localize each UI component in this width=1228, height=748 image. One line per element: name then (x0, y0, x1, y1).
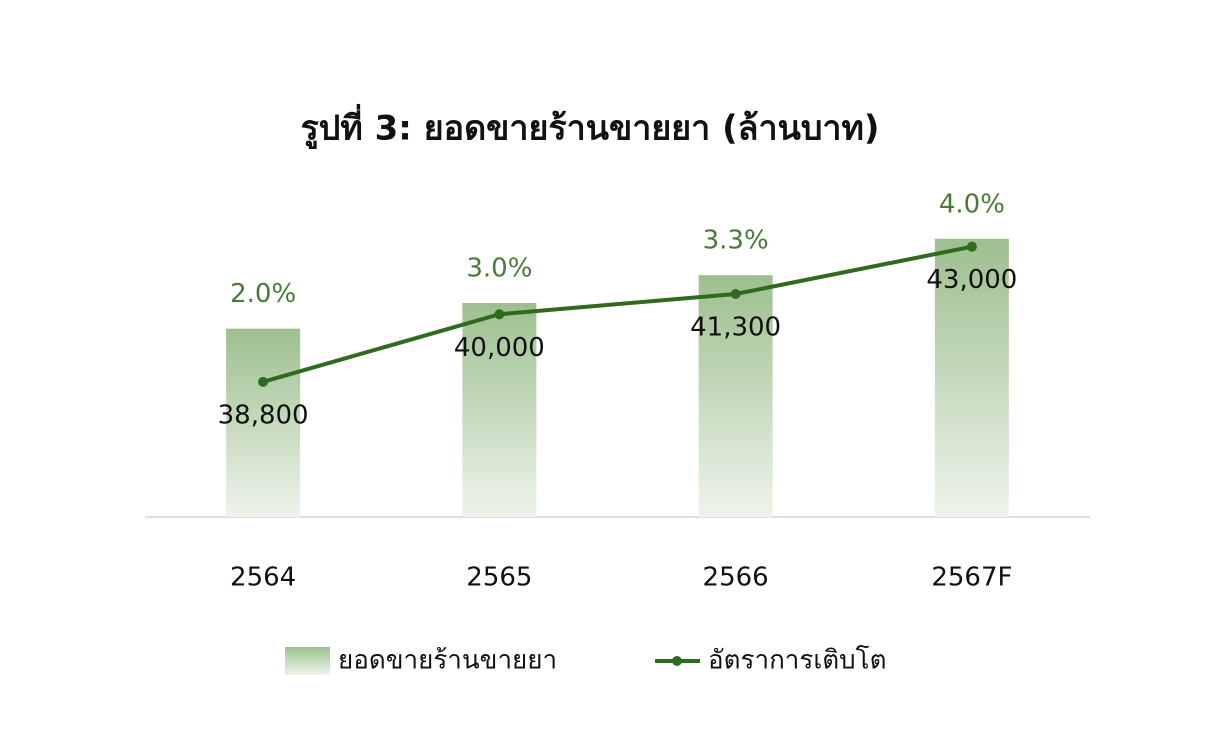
line-point (258, 376, 269, 387)
line-value-label: 2.0% (230, 279, 296, 309)
line-value-label: 3.3% (703, 226, 769, 256)
legend-swatch (285, 647, 330, 675)
bar (462, 303, 537, 517)
x-tick-label: 2564 (230, 563, 296, 593)
line-value-label: 3.0% (466, 254, 532, 284)
chart-title: รูปที่ 3: ยอดขายร้านขายยา (ล้านบาท) (301, 104, 880, 150)
legend-label: ยอดขายร้านขายยา (338, 646, 557, 676)
bar-value-label: 41,300 (690, 312, 781, 342)
line-point (494, 309, 505, 320)
bar (934, 238, 1009, 518)
bar (226, 328, 301, 517)
legend-label: อัตราการเติบโต (708, 645, 887, 676)
x-tick-label: 2566 (703, 563, 769, 593)
line-value-label: 4.0% (939, 189, 1005, 219)
line (262, 244, 973, 384)
line-point (966, 241, 977, 252)
legend-point (672, 656, 682, 666)
bar-value-label: 38,800 (218, 400, 309, 430)
bar-value-label: 43,000 (926, 265, 1017, 295)
line-point (730, 288, 741, 299)
bar-value-label: 40,000 (454, 333, 545, 363)
bar (698, 275, 773, 517)
x-tick-label: 2567F (931, 563, 1012, 593)
x-tick-label: 2565 (466, 563, 532, 593)
